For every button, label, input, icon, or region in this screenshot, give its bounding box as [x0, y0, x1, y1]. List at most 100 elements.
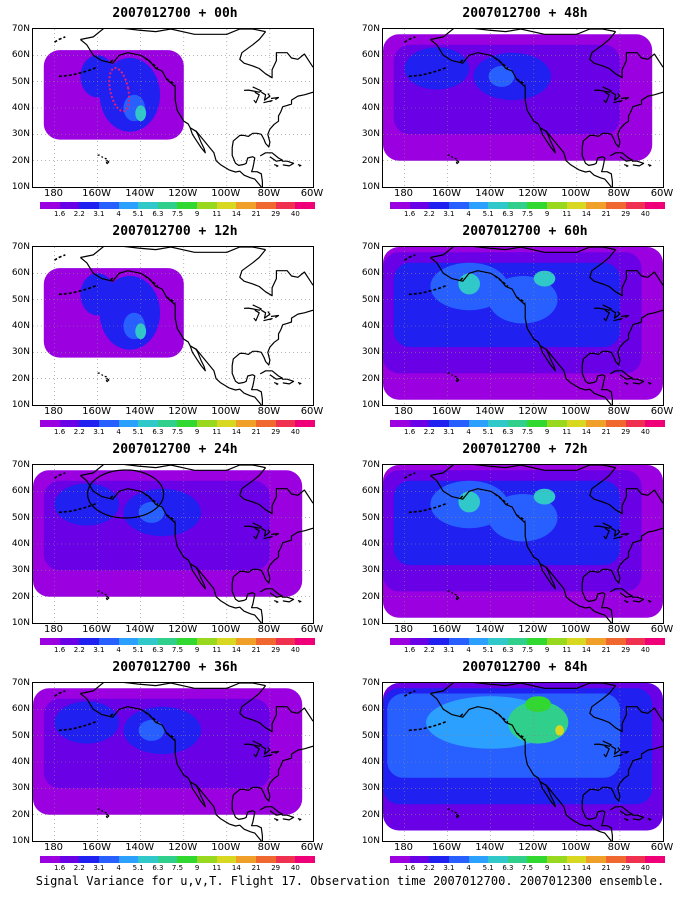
lat-tick-label: 20N: [361, 155, 380, 166]
colorbar-swatch: [197, 638, 217, 645]
lat-tick-label: 50N: [11, 294, 30, 305]
variance-map: [33, 247, 313, 405]
lat-tick-label: 30N: [11, 347, 30, 358]
map-plot-area: [32, 464, 314, 624]
colorbar-label: 6.3: [152, 864, 164, 872]
colorbar-swatch: [429, 420, 449, 427]
map-plot-area: [32, 682, 314, 842]
colorbar-swatch: [547, 638, 567, 645]
colorbar-label: 11: [562, 646, 572, 654]
colorbar-swatch: [390, 420, 410, 427]
colorbar-swatch: [216, 638, 237, 645]
lon-tick-label: 100W: [561, 624, 591, 635]
colorbar-label: 1.6: [404, 428, 416, 436]
colorbar-label: 5.1: [132, 210, 144, 218]
colorbar-label: 29: [271, 210, 281, 218]
colorbar: [390, 420, 665, 427]
colorbar-label: 7.5: [521, 646, 534, 654]
figure-caption: Signal Variance for u,v,T. Flight 17. Ob…: [35, 874, 665, 888]
variance-shading: [383, 465, 663, 618]
panel-title: 2007012700 + 36h: [112, 660, 238, 675]
colorbar-swatch: [507, 202, 528, 209]
colorbar-swatch: [197, 202, 217, 209]
lon-tick-label: 60W: [300, 624, 324, 635]
map-plot-area: [382, 464, 664, 624]
lat-tick-label: 70N: [361, 678, 380, 688]
graticule: [383, 247, 663, 405]
colorbar-label: 5.1: [132, 646, 144, 654]
lon-tick-label: 160W: [432, 188, 462, 199]
variance-map: [383, 683, 663, 841]
lat-tick-label: 20N: [11, 809, 30, 820]
colorbar-swatch: [448, 420, 469, 427]
colorbar-label: 7.5: [171, 210, 184, 218]
map-plot-area: [382, 682, 664, 842]
lon-tick-label: 140W: [125, 406, 155, 417]
lat-tick-label: 50N: [11, 730, 30, 741]
colorbar-label: 21: [251, 210, 261, 218]
lon-tick-label: 160W: [432, 624, 462, 635]
colorbar-label: 2.2: [423, 864, 435, 872]
lat-tick-label: 60N: [361, 50, 380, 61]
colorbar-label: 6.3: [502, 646, 514, 654]
map-plot-area: [382, 28, 664, 188]
colorbar-label: 7.5: [171, 646, 184, 654]
colorbar-swatch: [197, 856, 217, 863]
colorbar-swatch: [488, 420, 508, 427]
colorbar-swatch: [98, 420, 119, 427]
variance-shading: [43, 268, 184, 358]
lon-tick-label: 80W: [607, 188, 631, 199]
lon-tick-label: 80W: [607, 624, 631, 635]
colorbar-swatch: [448, 202, 469, 209]
lat-tick-label: 20N: [11, 373, 30, 384]
lat-tick-label: 60N: [361, 704, 380, 715]
colorbar-label: 29: [271, 864, 281, 872]
colorbar-label: 4: [116, 428, 121, 436]
colorbar-swatch: [157, 420, 178, 427]
colorbar-swatch: [645, 202, 665, 209]
colorbar-label: 14: [231, 210, 241, 218]
colorbar-swatch: [507, 856, 528, 863]
colorbar-label: 6.3: [152, 646, 164, 654]
lon-tick-label: 160W: [82, 624, 112, 635]
colorbar-swatch: [79, 638, 99, 645]
colorbar-label: 29: [271, 646, 281, 654]
colorbar-swatch: [429, 638, 449, 645]
colorbar-swatch: [295, 856, 315, 863]
colorbar-swatch: [40, 202, 60, 209]
colorbar-swatch: [216, 202, 237, 209]
lon-tick-label: 120W: [518, 406, 548, 417]
coastlines: [54, 465, 313, 623]
panel-title: 2007012700 + 60h: [462, 224, 588, 239]
colorbar-swatch: [236, 638, 257, 645]
colorbar-label: 21: [601, 428, 611, 436]
variance-map: [383, 29, 663, 187]
colorbar-swatch: [275, 638, 296, 645]
colorbar-label: 5.1: [482, 428, 494, 436]
colorbar-label: 4: [116, 864, 121, 872]
map-panel: 2007012700 + 48h 70N 60N 50N 40N 30N 20N 10N 180…: [350, 0, 700, 218]
lat-tick-label: 30N: [11, 783, 30, 794]
colorbar-label: 11: [562, 864, 572, 872]
lat-tick-label: 30N: [361, 129, 380, 140]
lon-tick-label: 80W: [257, 624, 281, 635]
colorbar-swatch: [79, 856, 99, 863]
lon-tick-label: 140W: [125, 188, 155, 199]
lat-tick-label: 10N: [361, 618, 380, 628]
colorbar-label: 6.3: [502, 210, 514, 218]
colorbar-label: 14: [581, 864, 591, 872]
colorbar-swatch: [409, 420, 430, 427]
lat-tick-label: 40N: [361, 539, 380, 549]
lon-tick-label: 100W: [211, 624, 241, 635]
colorbar-swatch: [256, 638, 276, 645]
lon-tick-label: 120W: [168, 406, 198, 417]
colorbar-label: 40: [290, 864, 300, 872]
colorbar-label: 11: [212, 428, 222, 436]
map-panel: 2007012700 + 36h 70N 60N 50N 40N 30N 20N 10N 180…: [0, 654, 350, 872]
lat-tick-label: 40N: [11, 321, 30, 331]
colorbar-swatch: [606, 856, 626, 863]
lon-tick-label: 60W: [650, 624, 674, 635]
colorbar-label: 21: [601, 646, 611, 654]
colorbar: [40, 638, 315, 645]
colorbar-swatch: [586, 420, 607, 427]
